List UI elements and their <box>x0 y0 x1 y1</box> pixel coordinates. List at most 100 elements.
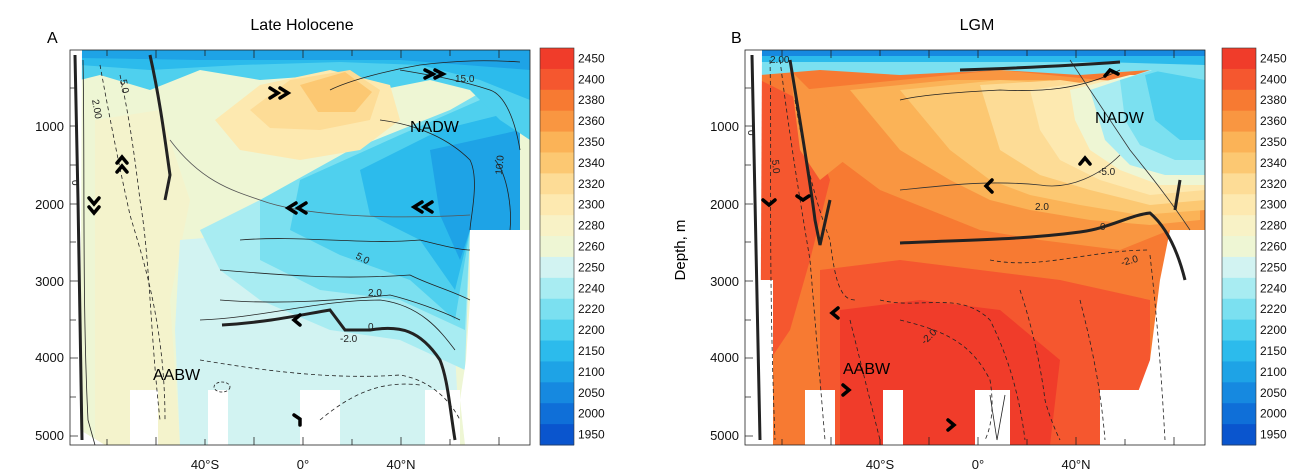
panel-a-y-axis: 1000 2000 3000 4000 5000 <box>35 119 64 443</box>
colorbar-b: 2450 2400 2380 2360 2350 2340 2320 2300 2280 2260… <box>1221 47 1287 446</box>
colorbar-label: 2240 <box>578 281 605 295</box>
colorbar-swatch <box>1222 256 1256 279</box>
colorbar-label: 2050 <box>1260 386 1287 400</box>
colorbar-swatch <box>540 110 574 133</box>
colorbar-swatch <box>540 382 574 404</box>
colorbar-label: 2400 <box>578 72 605 86</box>
y-tick-label: 4000 <box>35 350 64 365</box>
colorbar-swatch <box>540 319 574 342</box>
colorbar-label: 2150 <box>1260 344 1287 358</box>
colorbar-a: 2450 2400 2380 2360 2350 2340 2320 2300 2280 2260… <box>539 47 605 446</box>
panel-a-field <box>70 50 530 445</box>
y-tick-label: 4000 <box>710 350 739 365</box>
colorbar-swatch <box>1222 236 1256 258</box>
panel-b: B LGM Depth, m <box>672 17 1206 472</box>
colorbar-label: 2150 <box>578 344 605 358</box>
colorbar-swatch <box>1222 277 1256 300</box>
y-tick-label: 2000 <box>710 197 739 212</box>
colorbar-swatch <box>1222 424 1256 446</box>
colorbar-swatch <box>1222 319 1256 342</box>
colorbar-label: 1950 <box>1260 428 1287 442</box>
colorbar-label: 2450 <box>1260 51 1287 65</box>
colorbar-label: 2280 <box>578 219 605 233</box>
colorbar-frame <box>1221 47 1257 446</box>
colorbar-swatch <box>540 68 574 91</box>
y-tick-label: 3000 <box>35 274 64 289</box>
contour-label: 0 <box>745 130 756 136</box>
colorbar-swatch <box>1222 131 1256 153</box>
colorbar-label: 2100 <box>1260 365 1287 379</box>
panel-a-contour-labels: 2.00 5.0 0 15.0 10.0 5.0 2.0 -2.0 0 <box>69 74 507 345</box>
contour-label: 0 <box>1100 222 1106 233</box>
colorbar-label: 2340 <box>578 156 605 170</box>
colorbar-label: 2220 <box>1260 302 1287 316</box>
colorbar-label: 2000 <box>578 407 605 421</box>
colorbar-label: 2100 <box>578 365 605 379</box>
colorbar-swatch <box>1222 110 1256 133</box>
colorbar-swatch <box>540 236 574 258</box>
contour-label: -5.0 <box>1098 167 1116 178</box>
colorbar-label: 2300 <box>1260 198 1287 212</box>
x-tick-label: 0° <box>297 457 309 472</box>
colorbar-label: 2200 <box>578 323 605 337</box>
contour-label: 2.0 <box>368 288 382 299</box>
colorbar-label: 2240 <box>1260 281 1287 295</box>
panel-a-title: Late Holocene <box>250 17 353 34</box>
panel-a-flow-arrows <box>87 68 447 427</box>
panel-b-x-axis: 40°S 0° 40°N <box>866 457 1091 472</box>
x-tick-label: 40°N <box>1061 457 1090 472</box>
colorbar-label: 2400 <box>1260 72 1287 86</box>
colorbar-label: 2250 <box>1260 260 1287 274</box>
colorbar-label: 2220 <box>578 302 605 316</box>
colorbar-label: 2280 <box>1260 219 1287 233</box>
y-tick-label: 3000 <box>710 274 739 289</box>
panel-b-flow-arrows <box>761 67 1120 432</box>
colorbar-label: 2250 <box>578 260 605 274</box>
contour-label: 5.0 <box>769 159 781 174</box>
colorbar-swatch <box>1222 340 1256 362</box>
panel-b-frame <box>744 49 1206 446</box>
colorbar-swatch <box>1222 194 1256 216</box>
colorbar-label: 2050 <box>578 386 605 400</box>
contour-label: 0 <box>69 180 80 186</box>
colorbar-label: 2320 <box>578 177 605 191</box>
y-tick-label: 5000 <box>710 428 739 443</box>
panel-a-zero-contour <box>73 54 457 441</box>
contour-label: 15.0 <box>455 74 475 85</box>
colorbar-label: 2350 <box>578 135 605 149</box>
panel-a-frame <box>69 49 531 446</box>
panel-b-y-axis-label: Depth, m <box>672 220 689 281</box>
contour-label: 2.0 <box>1035 202 1049 213</box>
contour-label: 2.00 <box>770 55 790 66</box>
panel-b-y-axis: 1000 2000 3000 4000 5000 <box>710 119 739 443</box>
colorbar-swatch <box>540 173 574 195</box>
contour-label: 0 <box>368 322 374 333</box>
colorbar-swatch <box>1222 382 1256 404</box>
colorbar-label: 2260 <box>578 240 605 254</box>
contour-label: 5.0 <box>117 79 130 95</box>
y-tick-label: 1000 <box>710 119 739 134</box>
colorbar-label: 2360 <box>578 114 605 128</box>
y-tick-label: 2000 <box>35 197 64 212</box>
colorbar-swatch <box>540 48 574 70</box>
colorbar-swatch <box>1222 215 1256 237</box>
y-tick-label: 1000 <box>35 119 64 134</box>
colorbar-label: 2360 <box>1260 114 1287 128</box>
panel-a-ticks <box>70 50 500 445</box>
panel-a: A Late Holocene <box>35 17 531 472</box>
contour-label: -2.0 <box>340 334 358 345</box>
colorbar-label: 2200 <box>1260 323 1287 337</box>
panel-b-title: LGM <box>960 17 995 34</box>
colorbar-swatch <box>540 131 574 153</box>
x-tick-label: 40°S <box>866 457 895 472</box>
colorbar-swatch <box>1222 173 1256 195</box>
panel-a-x-axis: 40°S 0° 40°N <box>191 457 416 472</box>
panel-a-nadw-label: NADW <box>410 119 460 136</box>
colorbar-label: 2350 <box>1260 135 1287 149</box>
colorbar-label: 2380 <box>1260 93 1287 107</box>
contour-label: 10.0 <box>494 154 507 175</box>
colorbar-swatch <box>540 298 574 321</box>
contour-label: 2.00 <box>89 99 103 121</box>
colorbar-swatch <box>540 194 574 216</box>
